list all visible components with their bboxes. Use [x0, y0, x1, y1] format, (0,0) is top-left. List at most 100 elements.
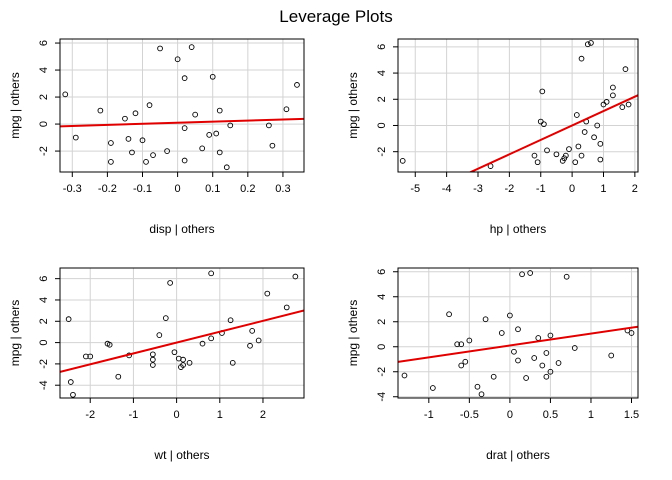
data-point: [122, 115, 128, 122]
data-point: [555, 360, 562, 366]
x-tick-label: 1: [600, 183, 606, 195]
data-point: [543, 350, 550, 356]
regression-line: [60, 309, 304, 373]
x-tick-label: 0: [507, 409, 513, 421]
data-point: [603, 99, 610, 105]
x-tick-label: 0: [174, 409, 180, 421]
data-point: [150, 152, 156, 158]
data-point: [584, 41, 591, 48]
y-axis-title: mpg | others: [8, 300, 22, 366]
x-tick-label: 0.2: [240, 183, 255, 195]
regression-line: [398, 325, 638, 363]
y-tick-label: -4: [376, 392, 388, 402]
data-point: [83, 353, 89, 360]
data-point: [571, 345, 578, 351]
data-point: [72, 134, 79, 141]
x-axis-title: drat | others: [486, 448, 550, 462]
y-tick-label: 0: [376, 122, 388, 128]
data-point: [573, 112, 580, 118]
data-point: [597, 140, 604, 147]
data-point: [462, 358, 469, 365]
data-point: [108, 140, 114, 146]
data-point: [283, 304, 290, 311]
data-point: [264, 290, 271, 297]
data-point: [458, 341, 465, 348]
data-point: [65, 316, 72, 322]
data-point: [62, 91, 69, 98]
data-point: [578, 152, 585, 159]
data-point: [283, 106, 290, 113]
data-point: [249, 328, 256, 334]
data-point: [97, 107, 104, 114]
y-tick-label: 4: [376, 70, 388, 76]
y-tick-label: 0: [38, 121, 50, 127]
data-point: [466, 337, 473, 344]
data-point: [149, 356, 156, 363]
data-point: [223, 164, 230, 171]
data-point: [206, 132, 213, 138]
data-point: [106, 341, 113, 348]
x-tick-label: -5: [410, 183, 420, 195]
data-point: [628, 330, 635, 336]
data-point: [186, 359, 193, 366]
x-tick-label: 0: [175, 183, 181, 195]
data-point: [515, 357, 521, 364]
data-point: [266, 122, 272, 129]
plot-frame: [397, 267, 639, 399]
x-tick-label: 1.5: [624, 409, 639, 421]
data-point: [149, 362, 156, 368]
y-tick-label: 2: [376, 96, 388, 102]
y-tick-label: 2: [38, 94, 50, 100]
plot-frame: [397, 38, 639, 173]
gridlines: [398, 39, 638, 172]
data-point: [87, 353, 94, 360]
data-point: [547, 332, 554, 339]
data-point: [578, 55, 585, 62]
data-point: [430, 385, 436, 391]
regression-line: [60, 117, 304, 128]
data-point: [619, 104, 626, 110]
data-point: [543, 373, 550, 380]
data-points: [401, 270, 635, 398]
data-point: [498, 330, 505, 336]
y-tick-label: 6: [376, 269, 388, 275]
data-point: [162, 315, 169, 321]
data-point: [531, 355, 538, 361]
data-point: [523, 375, 529, 381]
data-point: [534, 159, 541, 166]
panels-container: -0.3 -0.2 -0.1 0 0.1 0.2 0.3 -2 0 2 4 6 disp | other…: [8, 38, 639, 462]
data-point: [446, 311, 452, 318]
data-point: [527, 270, 534, 276]
y-tick-label: -2: [376, 147, 388, 157]
data-point: [562, 152, 569, 159]
data-point: [255, 337, 262, 344]
data-point: [67, 379, 74, 385]
x-tick-label: 1: [588, 409, 594, 421]
data-point: [139, 137, 146, 144]
x-tick-label: -2: [504, 183, 514, 195]
y-tick-label: 6: [38, 40, 50, 46]
data-point: [208, 270, 215, 277]
y-tick-label: 6: [38, 276, 50, 282]
data-point: [125, 136, 132, 142]
x-tick-label: -1: [129, 409, 139, 421]
data-point: [610, 92, 616, 99]
data-point: [294, 82, 300, 88]
data-point: [188, 44, 195, 50]
data-point: [597, 156, 604, 163]
x-axis-title: hp | others: [490, 222, 546, 236]
x-tick-label: 2: [260, 409, 266, 421]
data-point: [399, 158, 406, 164]
data-point: [454, 341, 461, 348]
y-tick-label: 4: [376, 294, 388, 300]
data-point: [227, 317, 234, 324]
data-point: [575, 143, 582, 150]
data-point: [181, 157, 188, 164]
data-point: [146, 102, 153, 109]
figure-title: Leverage Plots: [279, 7, 392, 26]
data-point: [269, 142, 276, 149]
plot-frame: [59, 267, 305, 399]
data-point: [216, 107, 223, 114]
data-point: [143, 159, 149, 165]
